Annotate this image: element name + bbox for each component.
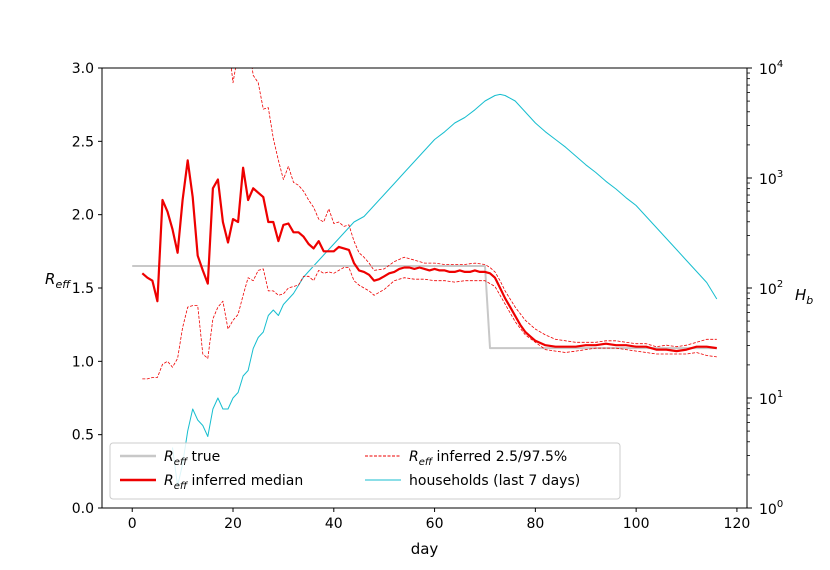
y-left-tick-label: 2.0: [72, 208, 94, 224]
y-left-tick-label: 1.5: [72, 281, 94, 297]
x-tick-label: 120: [724, 516, 751, 532]
x-tick-label: 100: [623, 516, 650, 532]
y-right-axis-label: Hb: [795, 286, 813, 307]
y-left-tick-label: 0.0: [72, 501, 94, 517]
y-left-tick-label: 0.5: [72, 428, 94, 444]
legend-box: [109, 442, 621, 500]
x-tick-label: 20: [224, 516, 242, 532]
x-tick-label: 60: [426, 516, 444, 532]
y-right-tick-label: 102: [759, 279, 783, 298]
legend-label: Reff inferred median: [164, 473, 303, 492]
series-reff-median-line: [141, 159, 717, 353]
y-right-tick-label: 100: [759, 499, 783, 518]
legend-label: Reff inferred 2.5/97.5%: [409, 449, 567, 468]
y-left-tick-label: 3.0: [72, 61, 94, 77]
legend-label: Reff true: [164, 449, 220, 468]
x-tick-label: 40: [325, 516, 343, 532]
x-tick-label: 0: [128, 516, 137, 532]
y-left-axis-label: Reff: [45, 270, 71, 291]
y-left-tick-label: 2.5: [72, 134, 94, 150]
x-axis-label: day: [411, 540, 439, 558]
series-households-line: [172, 93, 718, 487]
y-right-tick-label: 103: [759, 169, 783, 188]
y-right-tick-label: 104: [759, 59, 783, 78]
series-reff-upper-line: [230, 68, 717, 348]
x-tick-label: 80: [526, 516, 544, 532]
y-right-tick-label: 101: [759, 389, 783, 408]
y-left-tick-label: 1.0: [72, 354, 94, 370]
plot-area: [102, 68, 747, 508]
legend-label: households (last 7 days): [409, 473, 580, 489]
